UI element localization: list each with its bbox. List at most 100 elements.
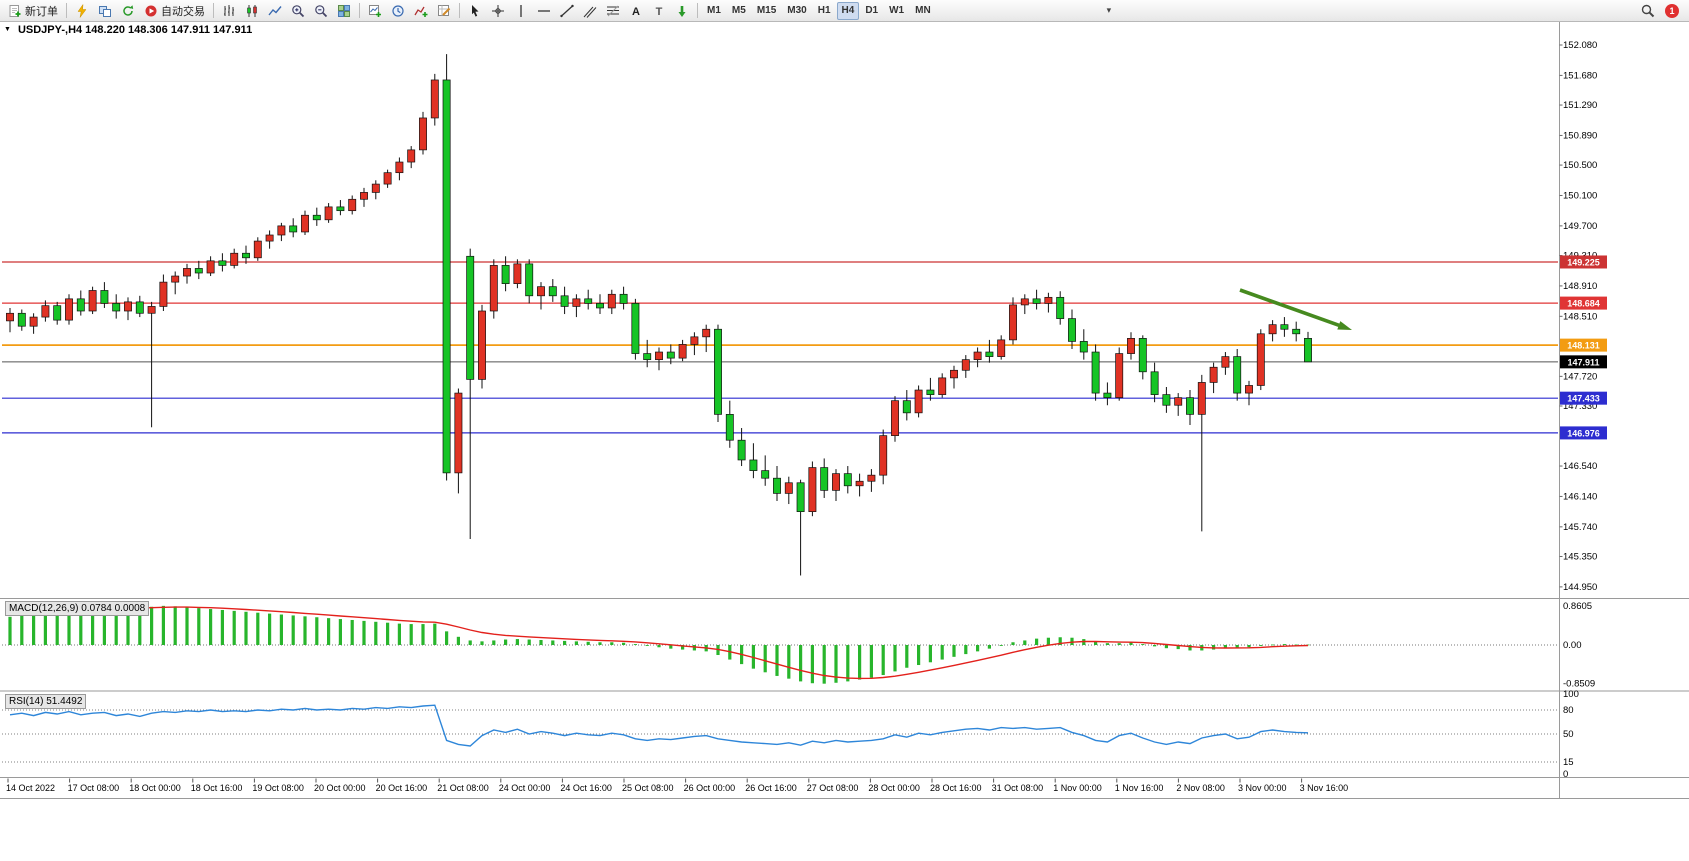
timeframe-button-m15[interactable]: M15 (752, 2, 781, 20)
svg-text:A: A (632, 6, 640, 18)
scripts-button[interactable] (71, 2, 93, 20)
candle-bear (725, 414, 734, 441)
timeframe-button-h1[interactable]: H1 (813, 2, 836, 20)
macd-bar (185, 607, 189, 645)
cursor-button[interactable] (464, 2, 486, 20)
auto-trading-button[interactable]: 自动交易 (140, 2, 209, 20)
period-button[interactable] (387, 2, 409, 20)
label-button[interactable]: T (648, 2, 670, 20)
candle-bull (879, 435, 888, 476)
candle-bear (619, 293, 628, 304)
macd-axis-label: 0.8605 (1563, 601, 1592, 612)
tile-windows-button[interactable] (333, 2, 355, 20)
channel-button[interactable] (579, 2, 601, 20)
macd-bar (917, 645, 921, 666)
time-axis-label: 1 Nov 00:00 (1053, 783, 1102, 793)
windows-icon (99, 5, 111, 17)
macd-bar (1117, 643, 1121, 645)
crosshair-button[interactable] (487, 2, 509, 20)
price-axis-label: 146.140 (1563, 491, 1597, 502)
fibonacci-button[interactable] (602, 2, 624, 20)
candle-bear (843, 473, 852, 487)
label-icon: T (656, 6, 663, 18)
candle-bear (242, 252, 250, 259)
zoom-in-button[interactable] (287, 2, 309, 20)
arrow-tools-button[interactable] (671, 2, 693, 20)
timeframe-button-w1[interactable]: W1 (884, 2, 909, 20)
candle-bear (53, 305, 62, 321)
candlestick-chart-button[interactable] (241, 2, 263, 20)
time-axis-label: 18 Oct 00:00 (129, 783, 181, 793)
text-button[interactable]: A (625, 2, 647, 20)
candle-bull (88, 290, 97, 312)
candle-bull (690, 336, 699, 345)
zoom-out-icon (315, 4, 328, 17)
candle-bear (135, 301, 144, 314)
annotation-arrow-head[interactable] (1337, 321, 1352, 330)
line-chart-button[interactable] (264, 2, 286, 20)
candlestick-icon (247, 4, 257, 17)
macd-bar (834, 645, 838, 683)
timeframe-button-m30[interactable]: M30 (782, 2, 811, 20)
timeframe-button-d1[interactable]: D1 (860, 2, 883, 20)
chart-windows-button[interactable] (94, 2, 116, 20)
candle-bear (525, 263, 534, 297)
tile-windows-icon (338, 4, 350, 17)
sync-button[interactable] (117, 2, 139, 20)
candle-bull (891, 400, 899, 436)
timeframe-button-h4[interactable]: H4 (836, 1, 860, 20)
candle-bull (159, 281, 168, 307)
candle-bear (1079, 341, 1088, 353)
candle-bear (1280, 324, 1289, 330)
bar-chart-button[interactable] (218, 2, 240, 20)
timeframe-button-m5[interactable]: M5 (727, 2, 751, 20)
candle-bull (1044, 296, 1053, 304)
rsi-axis-label: 100 (1563, 689, 1579, 700)
new-order-button[interactable]: 新订单 (4, 2, 62, 20)
macd-bar (1011, 642, 1015, 645)
toolbar-overflow-chevron[interactable]: ▾ (1106, 5, 1112, 15)
price-badge (1560, 426, 1607, 440)
annotation-arrow[interactable] (1239, 288, 1352, 330)
macd-bar (999, 645, 1003, 646)
timeframe-button-m1[interactable]: M1 (702, 2, 726, 20)
search-button[interactable] (1637, 2, 1659, 20)
candle-bull (6, 312, 14, 322)
price-axis-label: 149.700 (1563, 221, 1597, 232)
horizontal-line-button[interactable] (533, 2, 555, 20)
trendline-button[interactable] (556, 2, 578, 20)
price-axis-label: 151.290 (1563, 100, 1597, 111)
price-axis-label: 151.680 (1563, 70, 1597, 81)
candle-bull (702, 328, 711, 338)
notification-badge[interactable]: 1 (1665, 3, 1679, 18)
macd-bar (858, 645, 862, 680)
candle-bull (808, 467, 817, 512)
macd-bar (43, 612, 47, 645)
candle-bull (430, 79, 439, 119)
vertical-line-button[interactable] (510, 2, 532, 20)
macd-bar (1105, 643, 1109, 645)
timeframe-button-mn[interactable]: MN (910, 2, 936, 20)
candle-bull (230, 252, 239, 266)
new-chart-button[interactable] (364, 2, 386, 20)
macd-bar (574, 641, 578, 645)
macd-bar (114, 606, 118, 645)
templates-button[interactable] (433, 2, 455, 20)
candle-bull (301, 214, 309, 233)
candle-bear (289, 225, 298, 233)
candle-bear (1162, 394, 1171, 406)
time-axis-label: 20 Oct 00:00 (314, 783, 366, 793)
candle-bear (112, 303, 121, 312)
indicators-button[interactable] (410, 2, 432, 20)
candle-bear (631, 303, 640, 354)
macd-bar (1070, 637, 1074, 645)
candle-bear (666, 351, 675, 359)
zoom-out-button[interactable] (310, 2, 332, 20)
macd-bar (563, 640, 567, 645)
macd-bar (940, 645, 944, 660)
macd-bar (846, 645, 850, 682)
annotation-arrow-shaft[interactable] (1239, 288, 1340, 327)
macd-bar (1294, 644, 1298, 646)
macd-bar (386, 622, 390, 645)
